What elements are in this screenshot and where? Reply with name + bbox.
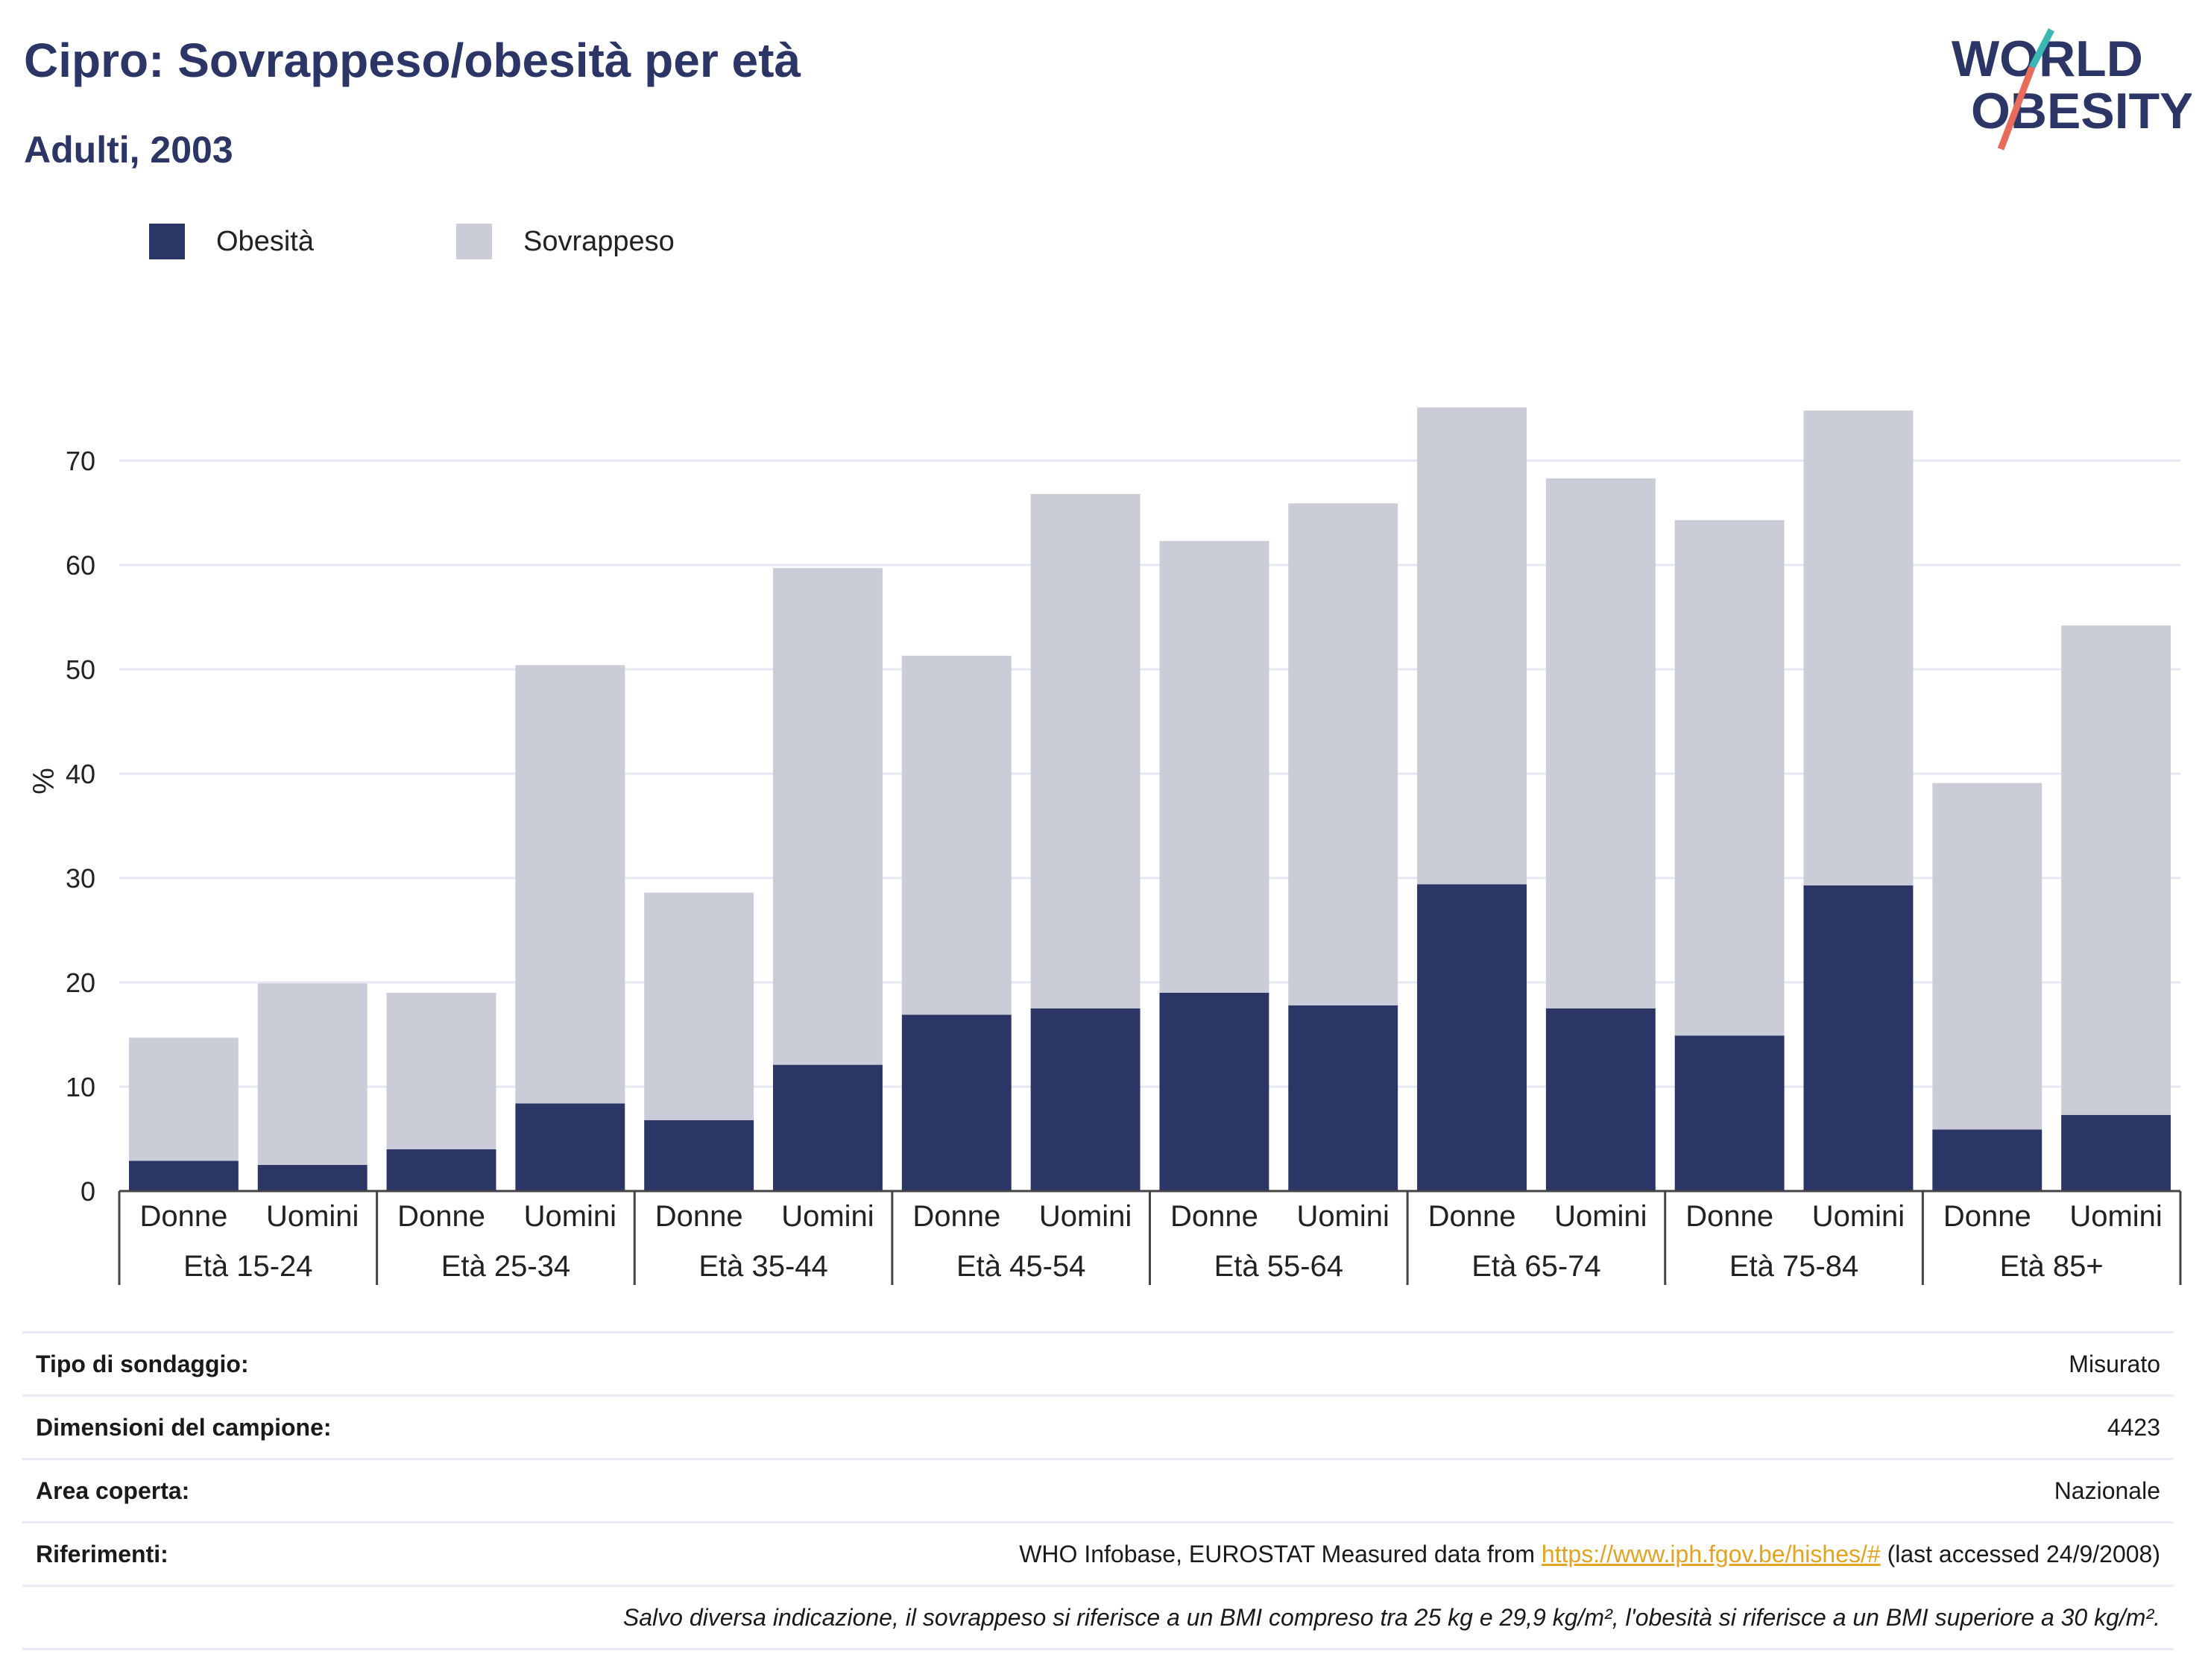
y-tick-label: 30	[66, 863, 95, 894]
bar-overweight	[1030, 493, 1141, 1008]
legend-item-overweight[interactable]: Sovrappeso	[456, 224, 675, 259]
y-tick-label: 70	[66, 446, 95, 476]
legend-label-obesity: Obesità	[216, 225, 314, 257]
bar-overweight	[1159, 540, 1269, 993]
bar-overweight	[128, 1038, 239, 1161]
info-row-sample-size: Dimensioni del campione: 4423	[22, 1395, 2174, 1458]
x-tick-label: Donne	[139, 1200, 227, 1233]
y-tick-label: 10	[66, 1072, 95, 1102]
info-row-note: Salvo diversa indicazione, il sovrappeso…	[22, 1585, 2174, 1650]
area-value: Nazionale	[2054, 1477, 2160, 1504]
x-tick-label: Uomini	[1296, 1200, 1389, 1233]
legend-swatch-obesity	[149, 224, 185, 259]
bar-overweight	[773, 568, 883, 1065]
bar-obesity	[386, 1149, 496, 1191]
sample-size-label: Dimensioni del campione:	[36, 1413, 332, 1441]
group-label: Età 15-24	[183, 1250, 312, 1283]
bar-overweight	[2061, 625, 2171, 1115]
group-label: Età 65-74	[1471, 1250, 1600, 1283]
info-table: Tipo di sondaggio: Misurato Dimensioni d…	[22, 1331, 2174, 1650]
bar-obesity	[1159, 993, 1269, 1191]
bar-overweight	[1803, 410, 1914, 885]
group-label: Età 25-34	[441, 1250, 570, 1283]
axes	[118, 1190, 2182, 1285]
references-prefix: WHO Infobase, EUROSTAT Measured data fro…	[1019, 1540, 1542, 1567]
group-label: Età 55-64	[1214, 1250, 1343, 1283]
bar-obesity	[128, 1160, 239, 1191]
bar-obesity	[1803, 885, 1914, 1191]
y-tick-label: 40	[66, 759, 95, 789]
chart-subtitle: Adulti, 2003	[24, 129, 233, 171]
definition-note: Salvo diversa indicazione, il sovrappeso…	[622, 1603, 2160, 1631]
stacked-bar-chart: 0 10 20 30 40 50 60 70% Donne Uomini Donne Uomini Do…	[28, 407, 2182, 1285]
bar-obesity	[515, 1103, 625, 1191]
bar-obesity	[901, 1014, 1012, 1191]
legend-label-overweight: Sovrappeso	[523, 225, 675, 257]
bar-obesity	[1417, 884, 1527, 1191]
survey-type-value: Misurato	[2069, 1350, 2160, 1377]
bar-overweight	[515, 665, 625, 1104]
y-tick-label: 0	[81, 1176, 95, 1207]
bar-overweight	[1674, 520, 1785, 1036]
group-label: Età 75-84	[1729, 1250, 1858, 1283]
references-label: Riferimenti:	[36, 1540, 168, 1567]
info-row-survey-type: Tipo di sondaggio: Misurato	[22, 1331, 2174, 1395]
y-tick-label: 50	[66, 654, 95, 685]
x-tick-label: Uomini	[524, 1200, 616, 1233]
group-label: Età 45-54	[956, 1250, 1085, 1283]
bar-overweight	[257, 983, 368, 1165]
x-tick-label: Uomini	[266, 1200, 359, 1233]
bar-obesity	[1545, 1008, 1656, 1191]
bar-overweight	[1288, 503, 1398, 1005]
x-tick-label: Donne	[1943, 1200, 2031, 1233]
chart-title: Cipro: Sovrappeso/obesità per età	[24, 34, 801, 87]
group-label: Età 85+	[2000, 1250, 2104, 1283]
x-tick-label: Donne	[1428, 1200, 1516, 1233]
info-row-references: Riferimenti: WHO Infobase, EUROSTAT Meas…	[22, 1521, 2174, 1585]
world-obesity-logo: WORLD OBESITY	[1952, 28, 2192, 151]
axis-labels: 0 10 20 30 40 50 60 70% Donne Uomini Donne Uomini Do…	[28, 446, 2163, 1283]
bar-obesity	[257, 1165, 368, 1191]
x-tick-label: Uomini	[781, 1200, 874, 1233]
group-label: Età 35-44	[698, 1250, 827, 1283]
x-tick-label: Uomini	[1812, 1200, 1905, 1233]
y-tick-label: 20	[66, 967, 95, 998]
bar-overweight	[644, 892, 754, 1120]
x-tick-label: Donne	[655, 1200, 743, 1233]
x-tick-label: Donne	[397, 1200, 485, 1233]
bar-overweight	[901, 655, 1012, 1015]
bar-overweight	[1932, 783, 2042, 1130]
bars	[128, 407, 2171, 1191]
y-axis-label: %	[28, 768, 60, 795]
info-row-area: Area coperta: Nazionale	[22, 1458, 2174, 1521]
references-value: WHO Infobase, EUROSTAT Measured data fro…	[1019, 1541, 2174, 1568]
bar-obesity	[2061, 1114, 2171, 1191]
bar-obesity	[773, 1064, 883, 1191]
survey-type-label: Tipo di sondaggio:	[36, 1350, 249, 1377]
references-link[interactable]: https://www.iph.fgov.be/hishes/#	[1541, 1540, 1881, 1567]
area-label: Area coperta:	[36, 1477, 190, 1504]
references-suffix: (last accessed 24/9/2008)	[1880, 1540, 2160, 1567]
bar-obesity	[1288, 1005, 1398, 1191]
bar-overweight	[386, 993, 496, 1149]
x-tick-label: Uomini	[1554, 1200, 1647, 1233]
sample-size-value: 4423	[2107, 1413, 2160, 1441]
bar-obesity	[1674, 1035, 1785, 1191]
y-tick-label: 60	[66, 550, 95, 581]
bar-overweight	[1417, 407, 1527, 885]
x-tick-label: Donne	[912, 1200, 1000, 1233]
bar-obesity	[1030, 1008, 1141, 1191]
bar-overweight	[1545, 478, 1656, 1008]
x-tick-label: Uomini	[2069, 1200, 2162, 1233]
x-tick-label: Uomini	[1039, 1200, 1132, 1233]
legend-swatch-overweight	[456, 224, 492, 259]
bar-obesity	[1932, 1129, 2042, 1191]
logo-slash-bottom	[1997, 66, 2036, 151]
x-tick-label: Donne	[1685, 1200, 1773, 1233]
bar-obesity	[644, 1120, 754, 1191]
legend-item-obesity[interactable]: Obesità	[149, 224, 314, 259]
x-tick-label: Donne	[1170, 1200, 1258, 1233]
logo-slash-top	[2029, 28, 2054, 69]
